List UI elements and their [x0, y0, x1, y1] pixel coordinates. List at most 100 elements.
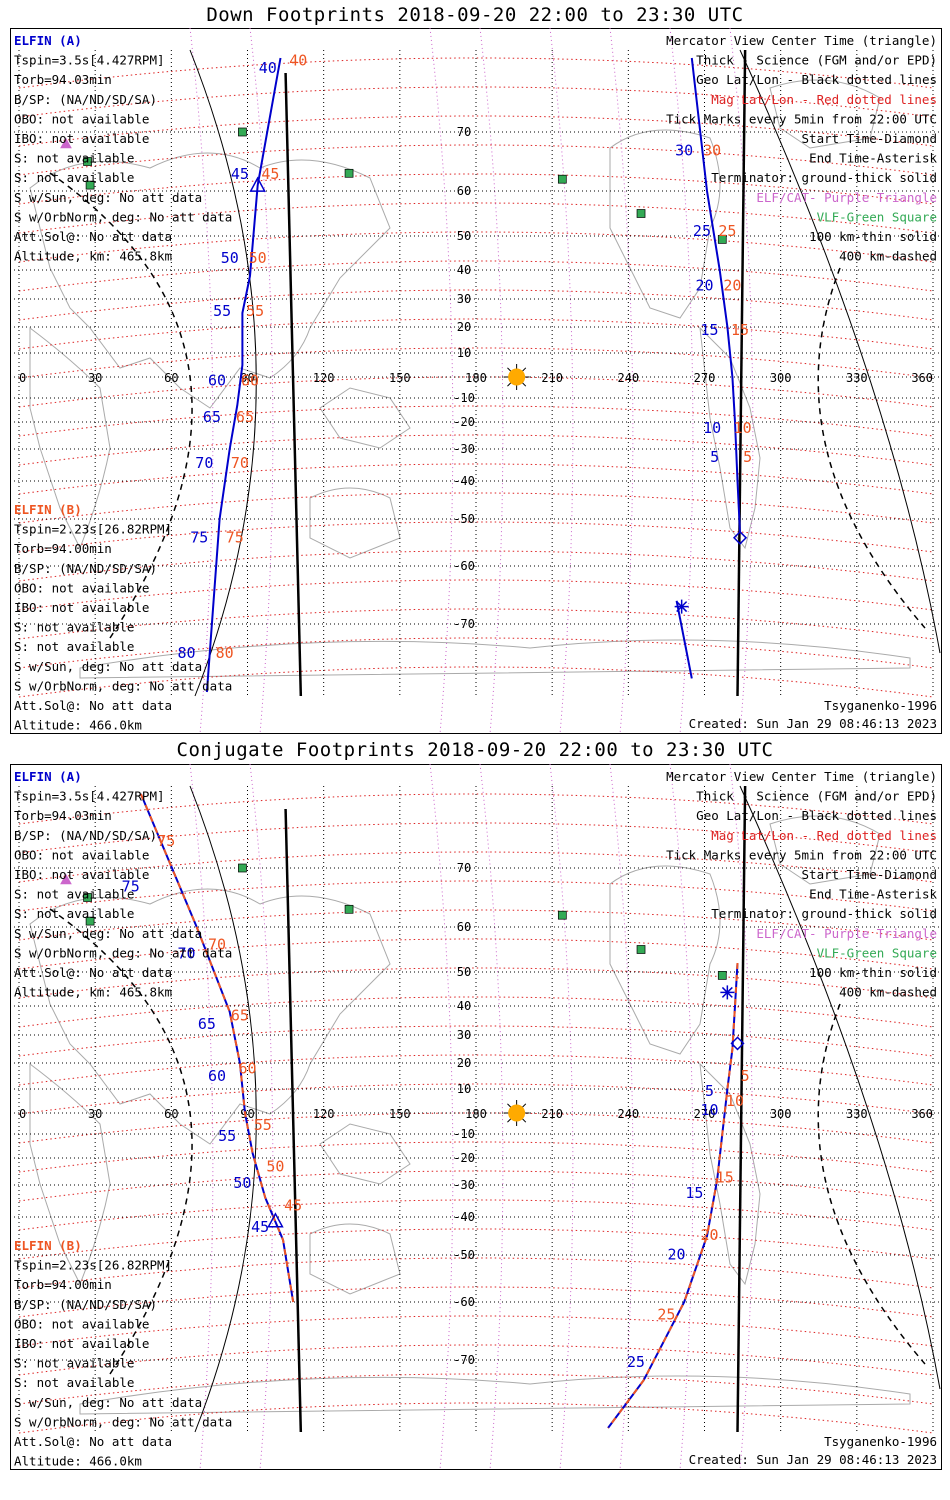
- x-tick-label: 90: [240, 371, 254, 385]
- coastline-2: [319, 387, 411, 449]
- legend-line: End Time-Asterisk: [809, 151, 937, 166]
- time-tick-label: 20: [695, 276, 713, 294]
- mag-lat-line: [18, 318, 934, 350]
- elfin-a-info-line: S w/OrbNorm, deg: No att data: [14, 209, 232, 224]
- vlf-station-icon: [238, 127, 247, 137]
- y-tick-label: 30: [457, 292, 471, 306]
- center-time-triangle-icon: [249, 176, 266, 192]
- mag-lat-line: [18, 521, 934, 553]
- elfin-b-info-line: ELFIN (B): [14, 1238, 82, 1253]
- time-tick-label: 10: [701, 1101, 719, 1119]
- vlf-station-icon: [636, 945, 646, 954]
- y-tick-label: -70: [453, 1353, 475, 1367]
- x-tick-label: 360: [911, 1107, 933, 1121]
- mag-lat-line: [18, 1112, 934, 1144]
- time-tick-label: 70: [195, 454, 213, 472]
- mag-tick-label: 10: [734, 419, 752, 437]
- x-tick-label: 180: [465, 1107, 487, 1121]
- mag-tick-label: 45: [261, 165, 279, 183]
- mag-lon-line: [549, 764, 574, 1470]
- mag-tick-label: 5: [743, 448, 752, 466]
- time-tick-label: 50: [233, 1174, 251, 1192]
- y-tick-label: 70: [457, 861, 471, 875]
- elfin-a-info-line: IBO: not available: [14, 867, 149, 882]
- mag-lon-line: [479, 28, 504, 734]
- mag-tick-label: 25: [657, 1305, 675, 1323]
- elfin-b-info-line: Att.Sol@: No att data: [14, 1434, 172, 1449]
- mag-tick-label: 15: [716, 1168, 734, 1186]
- mag-tick-label: 55: [254, 1116, 272, 1134]
- legend-line: 100 km-thin solid: [809, 965, 937, 980]
- x-tick-label: 30: [88, 1107, 102, 1121]
- sun-ray: [507, 1118, 512, 1123]
- sun-ray: [521, 1118, 527, 1123]
- mag-lon-line: [609, 764, 634, 1470]
- time-tick-label: 45: [251, 1218, 269, 1236]
- elfin-a-info-line: OBO: not available: [14, 111, 149, 126]
- time-tick-label: 55: [213, 302, 231, 320]
- elfin-a-info-line: S: not available: [14, 906, 134, 921]
- mag-lat-line: [18, 1141, 934, 1173]
- mag-lat-line: [18, 967, 934, 999]
- legend-line: Terminator: ground-thick solid: [711, 906, 937, 921]
- elfin-a-info-line: Att.Sol@: No att data: [14, 965, 172, 980]
- mag-tick-label: 10: [726, 1092, 744, 1110]
- mag-lon-line: [189, 28, 214, 734]
- mag-lat-line: [18, 822, 934, 854]
- x-tick-label: 120: [313, 1107, 335, 1121]
- x-tick-label: 150: [389, 371, 411, 385]
- y-tick-label: 60: [457, 920, 471, 934]
- coastline-1: [29, 1062, 111, 1286]
- elfin-b-info-line: OBO: not available: [14, 1316, 149, 1331]
- coastline-3: [309, 487, 401, 559]
- elfin-a-info-line: Altitude, km: 465.8km: [14, 249, 172, 264]
- y-tick-label: 10: [457, 1082, 471, 1096]
- elfin-a-info-line: B/SP: (NA/ND/SD/SA): [14, 92, 157, 107]
- mag-lon-line: [669, 764, 694, 1470]
- mag-lat-line: [18, 996, 934, 1028]
- legend-line: 400 km-dashed: [839, 249, 937, 264]
- sun-ray: [507, 382, 512, 387]
- legend-line: Mag Lat/Lon - Red dotted lines: [711, 92, 937, 107]
- mag-lat-line: [18, 86, 934, 118]
- sun-ray: [521, 367, 527, 372]
- x-tick-label: 120: [313, 371, 335, 385]
- mag-lat-line: [18, 1228, 934, 1260]
- mag-lat-line: [18, 1257, 934, 1289]
- vlf-station-icon: [557, 910, 567, 920]
- y-tick-label: -30: [453, 1178, 475, 1192]
- mag-tick-label: 40: [289, 51, 307, 69]
- coastline-2: [319, 1123, 411, 1185]
- mag-lat-line: [18, 938, 934, 970]
- time-tick-label: 75: [190, 529, 208, 547]
- mag-lat-line: [18, 793, 934, 825]
- mag-tick-label: 75: [226, 529, 244, 547]
- mag-lon-line: [189, 764, 214, 1470]
- mag-lat-line: [18, 492, 934, 524]
- time-tick-label: 60: [208, 1067, 226, 1085]
- mag-tick-label: 25: [718, 222, 736, 240]
- terminator-400km-west: [49, 908, 193, 1375]
- legend-line: 100 km-thin solid: [809, 229, 937, 244]
- legend-line: Tick Marks every 5min from 22:00 UTC: [666, 111, 937, 126]
- time-tick-label: 10: [703, 419, 721, 437]
- mag-lon-line: [729, 764, 754, 1470]
- elfin-b-info-line: S w/OrbNorm, deg: No att data: [14, 1414, 232, 1429]
- legend-line: Start Time-Diamond: [802, 867, 937, 882]
- y-tick-label: 50: [457, 229, 471, 243]
- mag-tick-label: 15: [731, 321, 749, 339]
- elfin-b-info-line: IBO: not available: [14, 600, 149, 615]
- y-tick-label: 30: [457, 1028, 471, 1042]
- mag-tick-label: 80: [216, 644, 234, 662]
- elfin-a-info-line: ELFIN (A): [14, 33, 82, 48]
- terminator-line-west: [284, 72, 303, 697]
- x-tick-label: 60: [164, 1107, 178, 1121]
- coastline-4: [609, 865, 721, 1055]
- legend-line: ELF/CAT- Purple Triangle: [756, 190, 937, 205]
- elfin-b-info-line: Att.Sol@: No att data: [14, 698, 172, 713]
- mag-lon-line: [479, 764, 504, 1470]
- down-footprints-map: 0 30 60 90 120 150 180 210 240 270 300 330 360-70-60…: [10, 28, 942, 734]
- mag-tick-label: 50: [249, 249, 267, 267]
- x-tick-label: 60: [164, 371, 178, 385]
- terminator-100km-west: [189, 49, 257, 697]
